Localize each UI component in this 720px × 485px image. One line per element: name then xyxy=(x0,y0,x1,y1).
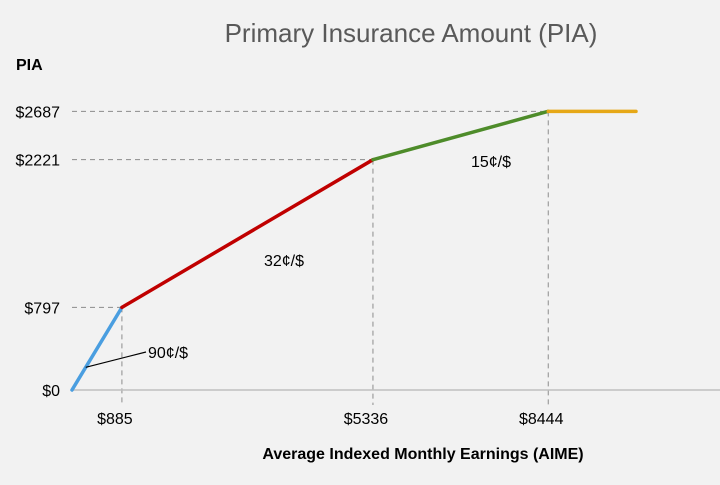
segment-labels: 90¢/$ 32¢/$ 15¢/$ xyxy=(85,154,511,368)
x-tick-label: $885 xyxy=(97,411,133,428)
y-tick-label: $2221 xyxy=(16,153,61,170)
y-tick-label: $0 xyxy=(42,383,60,400)
segment-line-2 xyxy=(371,109,550,162)
chart-title: Primary Insurance Amount (PIA) xyxy=(225,18,598,48)
segment-label: 15¢/$ xyxy=(471,154,511,171)
segment-line-0 xyxy=(70,305,124,392)
segment-label-leader xyxy=(85,351,147,368)
segment-label: 32¢/$ xyxy=(264,253,304,270)
y-tick-label: $797 xyxy=(24,300,60,317)
y-tick-label: $2687 xyxy=(16,104,61,121)
segment-line-1 xyxy=(120,157,375,310)
x-tick-label: $5336 xyxy=(344,411,389,428)
x-axis-title: Average Indexed Monthly Earnings (AIME) xyxy=(262,446,583,463)
pia-segments xyxy=(70,109,638,392)
guide-lines xyxy=(72,110,549,405)
x-tick-label: $8444 xyxy=(519,411,564,428)
segment-label: 90¢/$ xyxy=(148,345,188,362)
y-axis-title: PIA xyxy=(16,57,43,74)
tick-labels: $0 $797 $2221 $2687 $885 $5336 $8444 xyxy=(16,104,564,428)
